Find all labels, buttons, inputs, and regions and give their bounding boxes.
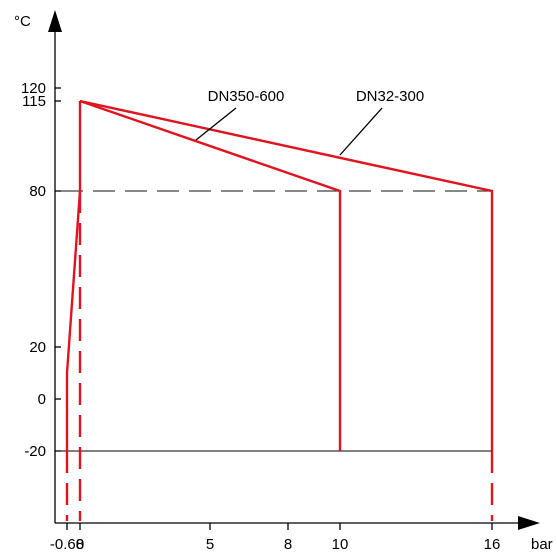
y-axis-arrow (48, 10, 62, 32)
series-leader-line-1 (195, 107, 237, 141)
labels: °C bar DN350-600 DN32-300 (14, 13, 553, 553)
y-tick-label: 20 (29, 339, 46, 356)
boundary-line (65, 101, 82, 451)
y-axis-unit: °C (14, 13, 31, 30)
x-tick-label: 16 (484, 536, 501, 553)
series-lines (65, 99, 494, 521)
x-tick-label: 0 (76, 536, 84, 553)
x-tick-label: 8 (284, 536, 292, 553)
x-axis-arrow (518, 516, 540, 530)
x-tick-label: 5 (206, 536, 214, 553)
y-tick-label: 0 (38, 391, 46, 408)
series-label-2: DN32-300 (356, 88, 424, 105)
series-line-2 (79, 99, 494, 451)
series-leader-line-2 (339, 107, 383, 156)
y-tick-label: -20 (24, 443, 46, 460)
y-tick-label: 80 (29, 183, 46, 200)
x-axis-unit: bar (531, 536, 553, 553)
y-tick-label: 115 (22, 93, 46, 110)
x-tick-label: -0.68 (50, 536, 84, 553)
series-label-1: DN350-600 (208, 88, 285, 105)
reference-lines (61, 190, 492, 452)
y-tick-label: 120 (21, 80, 46, 97)
series-line-1 (79, 99, 342, 451)
x-tick-label: 10 (332, 536, 349, 553)
